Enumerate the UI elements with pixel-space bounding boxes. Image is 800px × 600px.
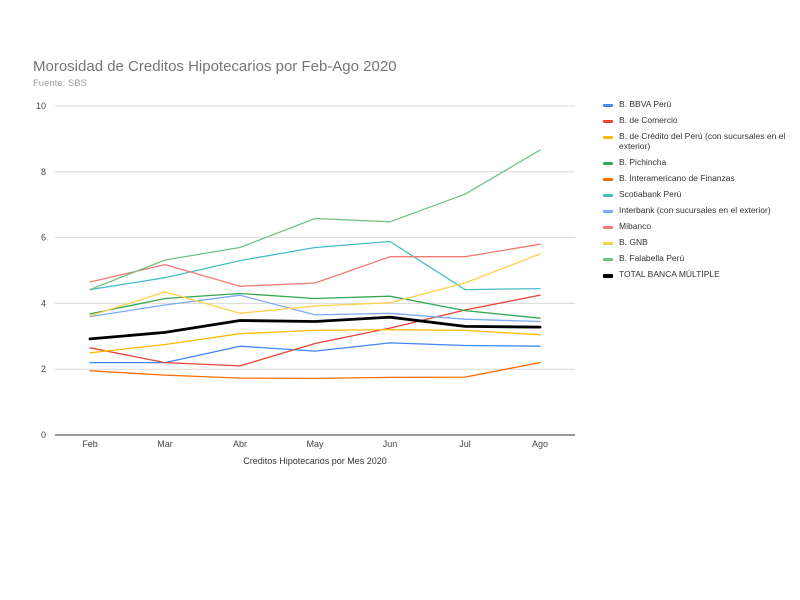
legend-item: B. de Comercio [603,115,793,125]
series-line-8 [89,253,541,317]
legend-label: B. de Crédito del Perú (con sucursales e… [619,131,786,151]
series-line-3 [89,292,541,319]
legend-label: B. Interamericano de Finanzas [619,173,735,183]
legend-label: TOTAL BANCA MÚLTIPLE [619,269,720,279]
legend-item: B. Pichincha [603,157,793,167]
legend-swatch [603,242,613,245]
legend-swatch [603,274,613,278]
legend-item: B. de Crédito del Perú (con sucursales e… [603,131,793,151]
legend-label: B. Falabella Perú [619,253,685,263]
legend-swatch [603,210,613,213]
legend-item: B. Interamericano de Finanzas [603,173,793,183]
legend-item: Scotiabank Perú [603,189,793,199]
y-tick-label: 0 [41,430,46,440]
series-line-6 [89,294,541,323]
x-tick-label: Jun [383,439,398,449]
x-tick-label: Mar [157,439,173,449]
y-tick-label: 4 [41,298,46,308]
series-line-10 [88,315,542,341]
series-lines [88,149,542,380]
legend-swatch [603,178,613,181]
y-tick-label: 2 [41,364,46,374]
legend-label: B. BBVA Perú [619,99,672,109]
legend-item: B. GNB [603,237,793,247]
legend-swatch [603,136,613,139]
y-tick-label: 10 [36,101,46,111]
legend-item: Interbank (con sucursales en el exterior… [603,205,793,215]
legend-swatch [603,226,613,229]
chart-title: Morosidad de Creditos Hipotecarios por F… [33,58,397,75]
x-axis-ticks: Feb Mar Abr May Jun Jul Ago [82,439,548,449]
legend-label: B. Pichincha [619,157,667,167]
series-line-2 [89,329,541,354]
x-tick-label: May [306,439,324,449]
legend-item: B. Falabella Perú [603,253,793,263]
gridlines [55,105,575,370]
legend-swatch [603,104,613,107]
legend: B. BBVA Perú B. de Comercio B. de Crédito … [603,99,793,285]
legend-label: B. GNB [619,237,648,247]
legend-item: TOTAL BANCA MÚLTIPLE [603,269,793,279]
legend-label: Interbank (con sucursales en el exterior… [619,205,771,215]
x-tick-label: Ago [532,439,548,449]
x-axis-title: Creditos Hipotecarios por Mes 2020 [243,456,387,466]
x-tick-label: Abr [233,439,247,449]
legend-label: Scotiabank Perú [619,189,682,199]
legend-item: Mibanco [603,221,793,231]
x-tick-label: Feb [82,439,98,449]
series-line-5 [89,240,541,291]
legend-swatch [603,258,613,261]
x-tick-label: Jul [459,439,471,449]
series-line-9 [89,149,541,291]
legend-label: Mibanco [619,221,652,231]
legend-swatch [603,194,613,197]
y-tick-label: 6 [41,233,46,243]
chart-subtitle: Fuente: SBS [33,78,87,89]
legend-item: B. BBVA Perú [603,99,793,109]
y-tick-label: 8 [41,167,46,177]
legend-swatch [603,162,613,165]
legend-label: B. de Comercio [619,115,678,125]
series-line-4 [89,361,541,380]
legend-swatch [603,120,613,123]
series-line-7 [89,243,541,287]
y-axis-ticks: 0 2 4 6 8 10 [36,101,46,440]
